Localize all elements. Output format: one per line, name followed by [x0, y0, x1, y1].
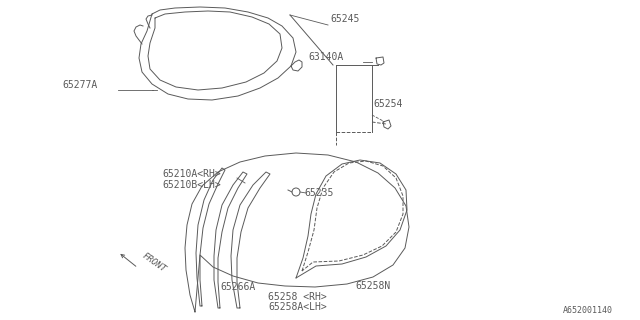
Text: 65210A<RH>: 65210A<RH> [162, 169, 221, 179]
Text: A652001140: A652001140 [563, 306, 613, 315]
Text: 65245: 65245 [330, 14, 360, 24]
Text: 63140A: 63140A [308, 52, 343, 62]
Text: 65210B<LH>: 65210B<LH> [162, 180, 221, 190]
Text: 65277A: 65277A [62, 80, 97, 90]
Text: 65254: 65254 [373, 99, 403, 109]
Text: FRONT: FRONT [140, 252, 167, 274]
Text: 65266A: 65266A [220, 282, 255, 292]
Text: 65258 <RH>: 65258 <RH> [268, 292, 327, 302]
Text: 65258A<LH>: 65258A<LH> [268, 302, 327, 312]
Text: 65258N: 65258N [355, 281, 390, 291]
Text: 65235: 65235 [304, 188, 333, 198]
